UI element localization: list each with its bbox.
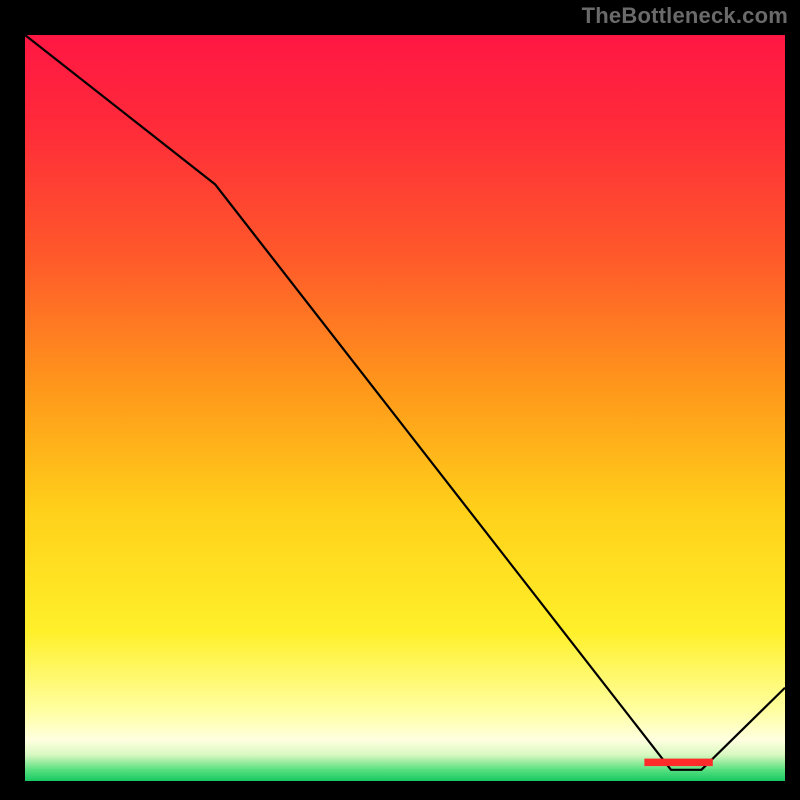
plot-line-svg xyxy=(25,35,785,781)
marker-bar xyxy=(644,759,712,766)
bottleneck-curve xyxy=(25,35,785,770)
chart-root: { "watermark": { "text": "TheBottleneck.… xyxy=(0,0,800,800)
watermark-text: TheBottleneck.com xyxy=(582,3,788,29)
plot-frame xyxy=(21,31,781,777)
